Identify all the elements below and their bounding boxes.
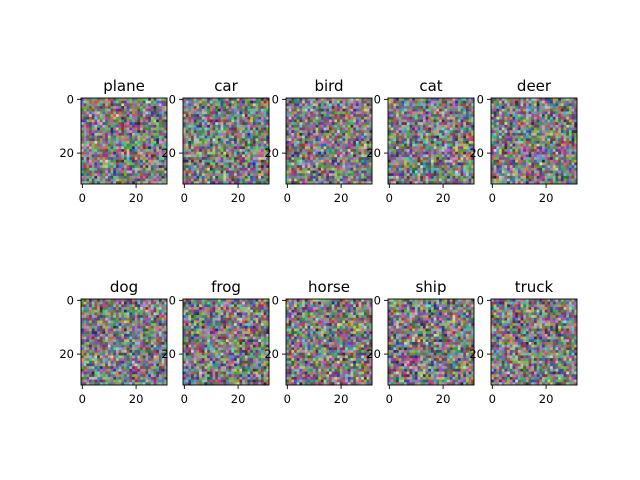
noise-image [183,299,270,386]
x-tick-label: 0 [284,392,291,406]
x-tick-label: 20 [436,392,451,406]
axes-frame [387,298,475,386]
x-tick-label: 0 [489,191,496,205]
y-tick-label: 20 [469,347,484,361]
panel-deer: deer 0 20 0 20 [469,77,578,205]
axes-frame [285,97,373,185]
x-tick-label: 0 [79,392,86,406]
x-tick-label: 20 [129,392,144,406]
panel-title: deer [517,77,552,95]
panel-frog: frog 0 20 0 20 [161,278,270,406]
x-tick-label: 0 [386,191,393,205]
panel-title: horse [308,278,350,296]
y-tick-label: 0 [67,293,74,307]
y-tick-label: 0 [374,92,381,106]
y-tick-label: 0 [477,92,484,106]
axes-frame [80,298,168,386]
x-tick-label: 20 [334,191,349,205]
y-tick-label: 20 [59,146,74,160]
panel-plane: plane 0 20 0 20 [59,77,168,205]
panel-truck: truck 0 20 0 20 [469,278,578,406]
panel-bird: bird 0 20 0 20 [264,77,373,205]
y-tick-label: 0 [169,92,176,106]
noise-image [183,98,270,185]
noise-image [81,299,168,386]
y-tick-label: 20 [161,146,176,160]
x-tick-label: 0 [181,392,188,406]
panel-title: ship [415,278,446,296]
panel-title: frog [211,278,241,296]
panel-title: bird [314,77,343,95]
y-tick-label: 20 [59,347,74,361]
y-tick-label: 20 [366,146,381,160]
y-tick-label: 0 [477,293,484,307]
noise-image [491,98,578,185]
y-tick-label: 20 [264,347,279,361]
x-tick-label: 0 [79,191,86,205]
y-tick-label: 0 [67,92,74,106]
x-tick-label: 20 [539,191,554,205]
panel-title: dog [110,278,138,296]
y-tick-label: 0 [272,92,279,106]
x-tick-label: 20 [129,191,144,205]
panel-horse: horse 0 20 0 20 [264,278,373,406]
noise-image [388,98,475,185]
x-tick-label: 0 [181,191,188,205]
noise-image [81,98,168,185]
x-tick-label: 0 [386,392,393,406]
panel-cat: cat 0 20 0 20 [366,77,475,205]
noise-image [388,299,475,386]
y-tick-label: 20 [264,146,279,160]
panel-title: truck [515,278,554,296]
x-tick-label: 20 [231,392,246,406]
y-tick-label: 20 [366,347,381,361]
axes-frame [182,298,270,386]
panel-title: cat [419,77,442,95]
axes-frame [182,97,270,185]
noise-image [286,299,373,386]
x-tick-label: 0 [489,392,496,406]
noise-image [491,299,578,386]
x-tick-label: 20 [231,191,246,205]
panel-ship: ship 0 20 0 20 [366,278,475,406]
y-tick-label: 20 [469,146,484,160]
x-tick-label: 20 [436,191,451,205]
y-tick-label: 0 [374,293,381,307]
axes-frame [387,97,475,185]
noise-image [286,98,373,185]
panel-dog: dog 0 20 0 20 [59,278,168,406]
axes-frame [490,298,578,386]
axes-frame [80,97,168,185]
panel-car: car 0 20 0 20 [161,77,270,205]
y-tick-label: 0 [272,293,279,307]
x-tick-label: 20 [539,392,554,406]
axes-frame [490,97,578,185]
x-tick-label: 20 [334,392,349,406]
y-tick-label: 0 [169,293,176,307]
panel-title: plane [103,77,145,95]
panel-title: car [214,77,238,95]
x-tick-label: 0 [284,191,291,205]
axes-frame [285,298,373,386]
y-tick-label: 20 [161,347,176,361]
